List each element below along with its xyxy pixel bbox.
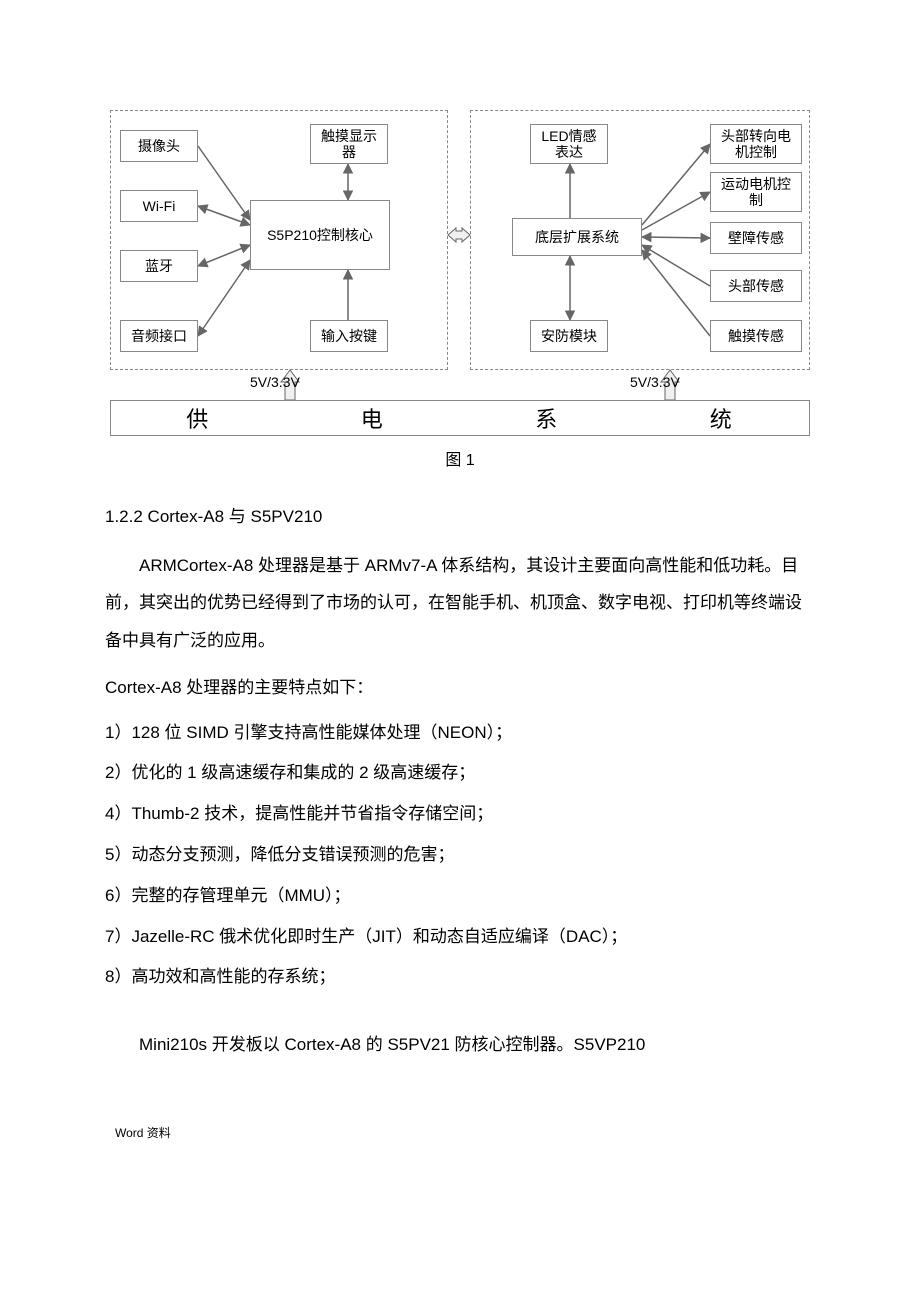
power-label-char: 系 (535, 402, 559, 434)
feature-item: 7）Jazelle-RC 俄术优化即时生产（JIT）和动态自适应编译（DAC）； (105, 917, 815, 958)
node-wall: 壁障传感 (710, 222, 802, 254)
feature-list: 1）128 位 SIMD 引擎支持高性能媒体处理（NEON）；2）优化的 1 级… (105, 713, 815, 999)
section-number: 1.2.2 (105, 507, 143, 526)
node-head-m: 头部转向电机控制 (710, 124, 802, 164)
block-diagram: 摄像头 Wi-Fi 蓝牙音频接口 触摸显示器 S5P210控制核心输入按键 LED情感表达… (110, 110, 810, 440)
feature-item: 6）完整的存管理单元（MMU）； (105, 876, 815, 917)
section-heading: 1.2.2 Cortex-A8 与 S5PV210 (105, 502, 815, 527)
figure-1: 摄像头 Wi-Fi 蓝牙音频接口 触摸显示器 S5P210控制核心输入按键 LED情感表达… (110, 110, 810, 470)
node-expand: 底层扩展系统 (512, 218, 642, 256)
node-keys: 输入按键 (310, 320, 388, 352)
node-bt: 蓝牙 (120, 250, 198, 282)
node-sec: 安防模块 (530, 320, 608, 352)
v-right: 5V/3.3V (630, 374, 680, 390)
figure-caption: 图 1 (110, 446, 810, 470)
paragraph-mini210s: Mini210s 开发板以 Cortex-A8 的 S5PV21 防核心控制器。… (105, 1026, 815, 1063)
node-core: S5P210控制核心 (250, 200, 390, 270)
node-move-m: 运动电机控制 (710, 172, 802, 212)
paragraph-intro: ARMCortex-A8 处理器是基于 ARMv7-A 体系结构，其设计主要面向… (105, 547, 815, 659)
power-label-char: 供 (186, 402, 210, 434)
feature-item: 5）动态分支预测，降低分支错误预测的危害； (105, 835, 815, 876)
power-label-char: 统 (710, 402, 734, 434)
node-wifi: Wi-Fi (120, 190, 198, 222)
feature-item: 4）Thumb-2 技术，提高性能并节省指令存储空间； (105, 794, 815, 835)
document-page: 摄像头 Wi-Fi 蓝牙音频接口 触摸显示器 S5P210控制核心输入按键 LED情感表达… (0, 0, 920, 1181)
power-bar: 供电系统 (110, 400, 810, 436)
node-camera: 摄像头 (120, 130, 198, 162)
node-head-s: 头部传感 (710, 270, 802, 302)
v-left: 5V/3.3V (250, 374, 300, 390)
section-title-text: Cortex-A8 与 S5PV210 (148, 507, 323, 526)
node-touch-s: 触摸传感 (710, 320, 802, 352)
power-label-char: 电 (361, 402, 385, 434)
feature-item: 1）128 位 SIMD 引擎支持高性能媒体处理（NEON）； (105, 713, 815, 754)
node-led: LED情感表达 (530, 124, 608, 164)
page-footer: Word 资料 (115, 1124, 815, 1141)
node-touch: 触摸显示器 (310, 124, 388, 164)
node-audio: 音频接口 (120, 320, 198, 352)
features-intro: Cortex-A8 处理器的主要特点如下： (105, 669, 815, 706)
feature-item: 2）优化的 1 级高速缓存和集成的 2 级高速缓存； (105, 753, 815, 794)
feature-item: 8）高功效和高性能的存系统； (105, 957, 815, 998)
